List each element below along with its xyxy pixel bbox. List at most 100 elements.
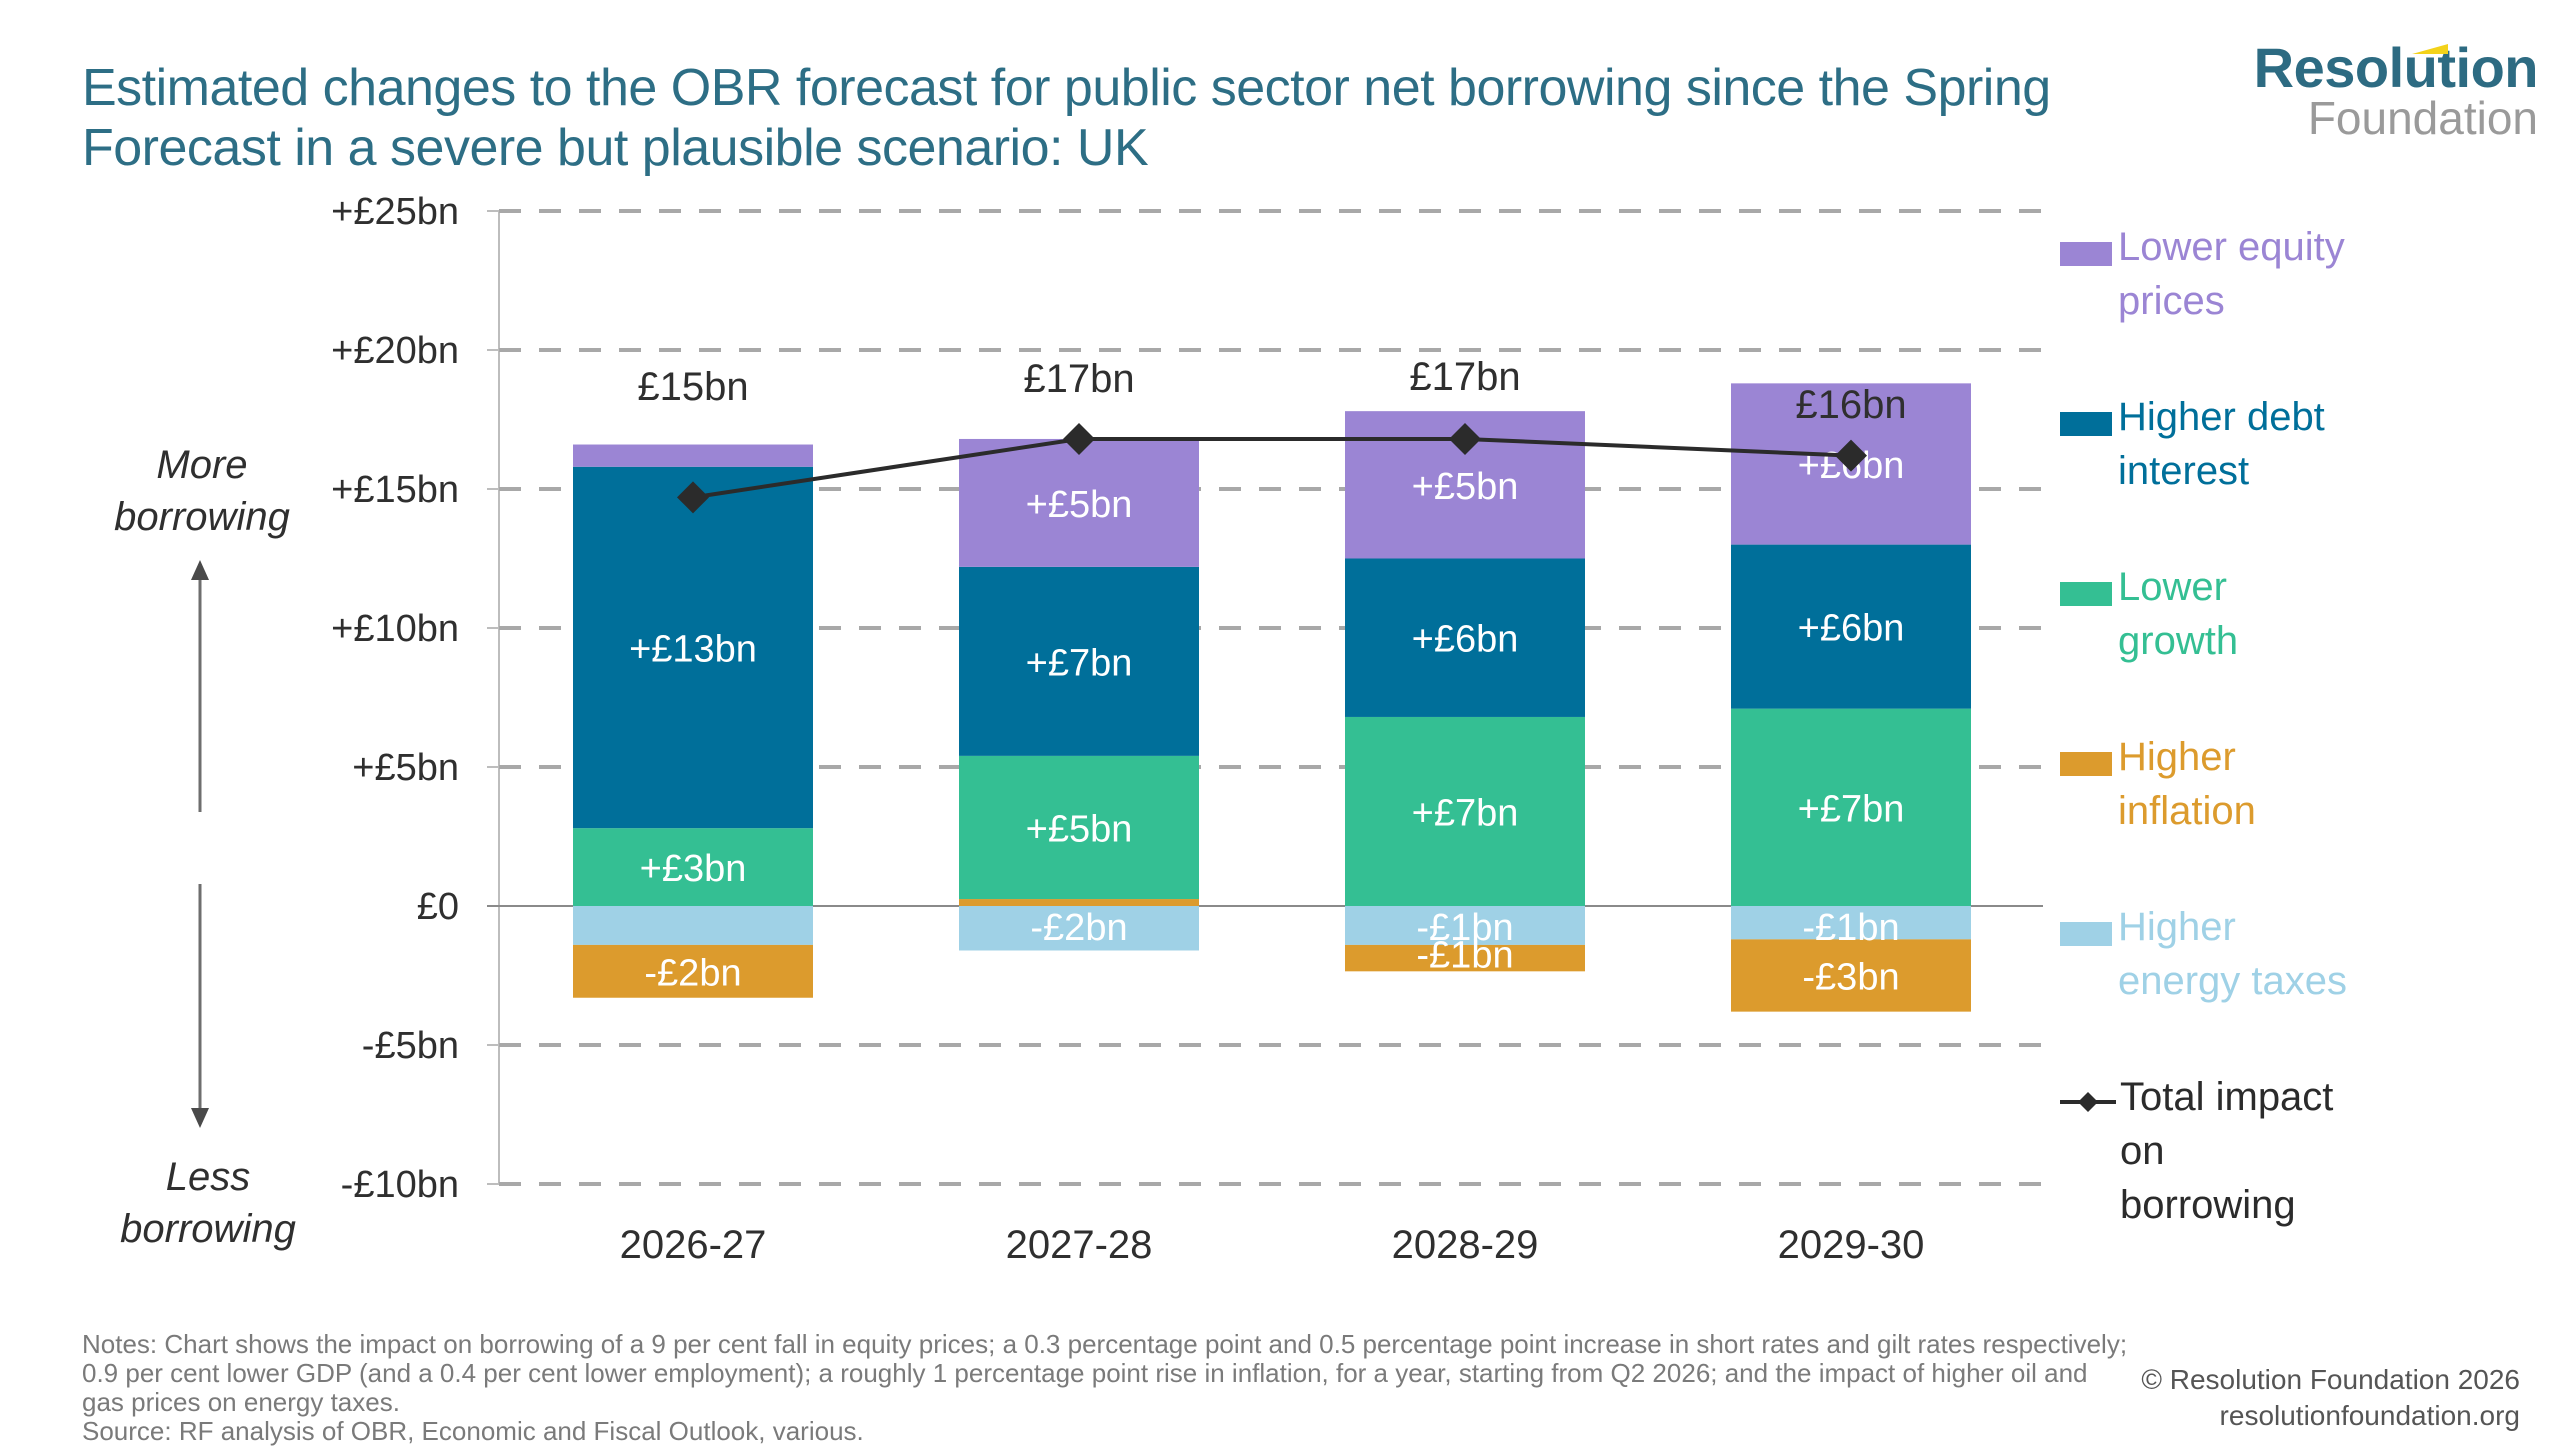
copyright-block: © Resolution Foundation 2026 resolutionf…: [2141, 1362, 2520, 1434]
logo-accent-mark: [2412, 44, 2448, 54]
chart-notes: Notes: Chart shows the impact on borrowi…: [82, 1330, 2132, 1446]
total-label: £17bn: [1409, 355, 1520, 399]
bar-segment-inflation: [1731, 939, 1971, 1012]
segment-label-energy: -£2bn: [1030, 907, 1127, 949]
y-tick-label: £0: [417, 886, 459, 928]
legend-swatch-debt: [2060, 412, 2112, 436]
website-link[interactable]: resolutionfoundation.org: [2219, 1400, 2520, 1431]
legend-label-line: interest: [2118, 449, 2250, 493]
total-impact-marker: [1835, 439, 1867, 472]
bar-segment-energy: [1345, 906, 1585, 945]
legend-item-inflation: Higher inflation: [2060, 730, 2438, 838]
legend-label-line: on: [2120, 1129, 2165, 1173]
segment-label-growth: +£3bn: [640, 848, 747, 890]
legend-label-line: growth: [2118, 619, 2239, 663]
y-tick-label: +£10bn: [331, 608, 459, 650]
legend-label-line: borrowing: [2120, 1183, 2296, 1227]
segment-label-growth: +£7bn: [1798, 788, 1905, 830]
bar-segment-growth: [959, 755, 1199, 900]
bar-segment-debt: [1731, 544, 1971, 709]
bar-segment-growth: [1731, 708, 1971, 906]
y-tick-label: +£25bn: [331, 191, 459, 233]
logo-line-2: Foundation: [2307, 92, 2538, 144]
bar-segment-debt: [959, 566, 1199, 756]
x-axis-label: 2026-27: [620, 1223, 767, 1267]
bar-segment-inflation: [959, 899, 1199, 906]
legend-item-total: Total impact on borrowing: [2060, 1070, 2440, 1232]
bar-segment-energy: [573, 906, 813, 945]
y-tick-label: -£5bn: [362, 1025, 459, 1067]
legend-item-energy: Higher energy taxes: [2060, 900, 2438, 1008]
logo-line-1: Resolution: [2253, 36, 2539, 99]
legend-item-equity: Lower equity prices: [2060, 220, 2438, 328]
segment-label-debt: +£7bn: [1026, 642, 1133, 684]
total-labels: £15bn £17bn £17bn £16bn: [637, 355, 1906, 427]
bar-segment-energy: [959, 906, 1199, 951]
bar-segment-inflation: [1345, 944, 1585, 972]
y-tick-label: +£20bn: [331, 330, 459, 372]
chart-title: Estimated changes to the OBR forecast fo…: [82, 59, 2051, 177]
total-label: £15bn: [637, 365, 748, 409]
total-impact-marker: [677, 481, 709, 514]
bar-segment-equity: [573, 444, 813, 467]
legend-label-line: inflation: [2118, 789, 2256, 833]
legend-swatch-equity: [2060, 242, 2112, 266]
total-label: £16bn: [1795, 383, 1906, 427]
legend-line-diamond-icon: [2060, 1092, 2116, 1112]
legend-label: Lower equity prices: [2118, 220, 2438, 328]
more-borrowing-label: More: [156, 443, 247, 487]
bars: [573, 383, 1971, 1012]
legend-label-line: prices: [2118, 279, 2225, 323]
y-tick-label: +£15bn: [331, 469, 459, 511]
segment-label-inflation: -£1bn: [1416, 934, 1513, 976]
copyright-text: © Resolution Foundation 2026: [2141, 1364, 2520, 1395]
segment-label-debt: +£6bn: [1798, 608, 1905, 650]
segment-label-equity: +£5bn: [1412, 466, 1519, 508]
legend-label-line: Total impact: [2120, 1075, 2334, 1119]
legend-label: Higher inflation: [2118, 730, 2438, 838]
total-line: [677, 422, 1867, 514]
legend-label: Lower growth: [2118, 560, 2438, 668]
legend-label-line: Higher: [2118, 905, 2236, 949]
x-axis-labels: 2026-27 2027-28 2028-29 2029-30: [620, 1223, 1925, 1267]
legend-label: Higher energy taxes: [2118, 900, 2438, 1008]
resolution-foundation-logo: Resolution Foundation: [2253, 36, 2539, 144]
segment-label-energy: -£1bn: [1802, 907, 1899, 949]
source-text: Source: RF analysis of OBR, Economic and…: [82, 1416, 864, 1446]
segment-label-growth: +£7bn: [1412, 792, 1519, 834]
less-borrowing-label: Less: [166, 1155, 251, 1199]
y-axis-ticks: -£10bn -£5bn £0 +£5bn +£10bn +£15bn +£20bn +£25…: [331, 191, 459, 1206]
x-axis-label: 2028-29: [1392, 1223, 1539, 1267]
segment-label-inflation: -£3bn: [1802, 957, 1899, 999]
segment-label-inflation: -£2bn: [644, 952, 741, 994]
total-label: £17bn: [1023, 357, 1134, 401]
x-axis-label: 2027-28: [1006, 1223, 1153, 1267]
x-axis-label: 2029-30: [1778, 1223, 1925, 1267]
legend-item-growth: Lower growth: [2060, 560, 2438, 668]
bar-segment-equity: [959, 438, 1199, 567]
total-impact-marker: [1063, 422, 1095, 455]
legend-label-line: Higher: [2118, 735, 2236, 779]
segment-label-debt: +£13bn: [629, 628, 757, 670]
bar-segment-energy: [1731, 906, 1971, 940]
legend-label-line: Lower equity: [2118, 225, 2345, 269]
legend-label-line: Lower: [2118, 565, 2227, 609]
legend-swatch-energy: [2060, 922, 2112, 946]
segment-label-growth: +£5bn: [1026, 808, 1133, 850]
segment-label-energy: -£1bn: [1416, 907, 1513, 949]
segment-labels: -£2bn +£3bn +£13bn -£2bn +£5bn +£7bn +£5bn -£1b…: [629, 445, 1904, 999]
notes-text: Notes: Chart shows the impact on borrowi…: [82, 1329, 2128, 1417]
bar-segment-growth: [1345, 716, 1585, 906]
total-impact-line: [692, 436, 1852, 500]
y-tick-label: +£5bn: [352, 747, 459, 789]
total-impact-marker: [1449, 422, 1481, 455]
legend-swatch-growth: [2060, 582, 2112, 606]
legend-label: Total impact on borrowing: [2120, 1070, 2440, 1232]
bar-segment-debt: [1345, 558, 1585, 717]
legend-label: Higher debt interest: [2118, 390, 2438, 498]
legend-label-line: energy taxes: [2118, 959, 2348, 1003]
y-tick-label: -£10bn: [341, 1164, 459, 1206]
legend-swatch-inflation: [2060, 752, 2112, 776]
up-arrow-icon: [191, 560, 209, 580]
